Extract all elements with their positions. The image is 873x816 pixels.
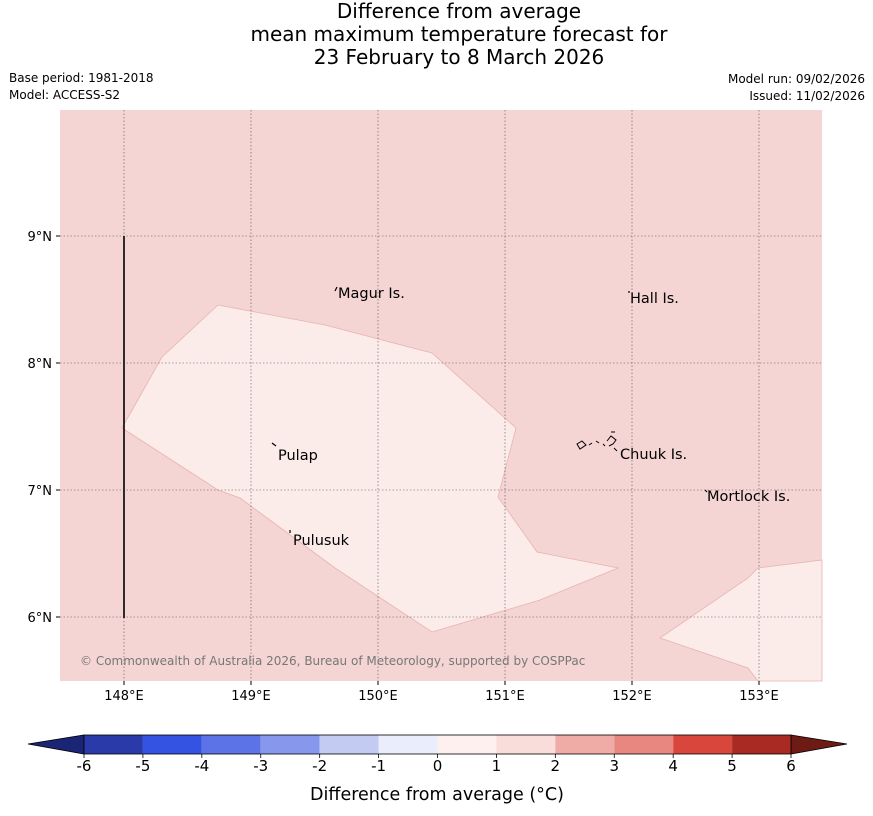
meta-right: Model run: 09/02/2026 Issued: 11/02/2026 [728,71,865,105]
copyright-notice: © Commonwealth of Australia 2026, Bureau… [80,654,585,668]
lat-axis [56,235,60,618]
graticule [60,110,822,681]
anomaly-region-southeast [659,559,823,682]
colorbar-under-arrow [27,734,85,755]
colorbar-label: 4 [668,757,678,775]
colorbar-label: 5 [727,757,737,775]
lat-label-9n: 9°N [28,230,53,245]
colorbar-label: 6 [786,757,796,775]
colorbar-label: -3 [253,757,268,775]
islands [271,286,708,533]
island-mortlock [704,489,708,493]
lon-labels: 148°E 149°E 150°E 151°E 152°E 153°E [104,689,779,704]
lat-label-8n: 8°N [28,357,53,372]
lon-axis [123,681,760,685]
colorbar-segment [319,735,379,754]
lon-label-149e: 149°E [231,689,271,704]
colorbar-labels: -6 -5 -4 -3 -2 -1 0 1 2 3 4 5 6 [77,754,796,775]
lon-label-150e: 150°E [358,689,398,704]
colorbar-label: 0 [433,757,443,775]
colorbar-segments [83,734,792,755]
label-hall: Hall Is. [630,291,679,307]
model-run: Model run: 09/02/2026 [727,72,865,86]
colorbar-segment [614,735,674,754]
label-pulusuk: Pulusuk [293,533,350,549]
lat-labels: 9°N 8°N 7°N 6°N [28,230,53,626]
lat-label-7n: 7°N [28,484,53,499]
title-line-3: 23 February to 8 March 2026 [313,45,605,69]
colorbar-segment [673,735,733,754]
label-pulap: Pulap [278,448,318,464]
colorbar: -6 -5 -4 -3 -2 -1 0 1 2 3 4 5 6 Difference from aver… [27,734,848,805]
colorbar-title: Difference from average (°C) [310,785,564,805]
issued-date: Issued: 11/02/2026 [749,89,865,103]
lon-label-153e: 153°E [739,689,779,704]
colorbar-label: -5 [135,757,150,775]
model-name: Model: ACCESS-S2 [9,88,121,102]
colorbar-segment [260,735,320,754]
colorbar-segment [201,735,261,754]
label-mortlock: Mortlock Is. [707,489,790,505]
lon-label-152e: 152°E [612,689,652,704]
colorbar-over-arrow [790,734,848,755]
map-title: Difference from average mean maximum tem… [0,0,873,69]
place-labels: Magur Is. Hall Is. Pulap Chuuk Is. Mortl… [278,286,790,549]
colorbar-segment [437,735,497,754]
anomaly-region-main [121,304,620,633]
colorbar-label: -4 [194,757,209,775]
colorbar-label: -1 [371,757,386,775]
title-line-2: mean maximum temperature forecast for [250,22,668,46]
colorbar-segment [496,735,556,754]
colorbar-segment [732,735,791,754]
meta-left: Base period: 1981-2018 Model: ACCESS-S2 [9,70,154,104]
map-area: Magur Is. Hall Is. Pulap Chuuk Is. Mortl… [60,110,823,682]
colorbar-segment [84,735,143,754]
label-chuuk: Chuuk Is. [620,447,687,463]
colorbar-segment [142,735,202,754]
title-line-1: Difference from average [336,0,582,23]
colorbar-label: -6 [77,757,92,775]
colorbar-label: 3 [609,757,619,775]
colorbar-segment [378,735,438,754]
colorbar-segment [555,735,615,754]
colorbar-label: -2 [312,757,327,775]
colorbar-label: 2 [551,757,561,775]
lon-label-148e: 148°E [104,689,144,704]
island-magur [334,286,338,292]
lat-label-6n: 6°N [28,611,53,626]
lon-label-151e: 151°E [485,689,525,704]
island-pulap [271,442,277,447]
island-chuuk [576,431,618,452]
base-period: Base period: 1981-2018 [9,71,154,85]
colorbar-label: 1 [492,757,502,775]
label-magur: Magur Is. [338,286,405,302]
